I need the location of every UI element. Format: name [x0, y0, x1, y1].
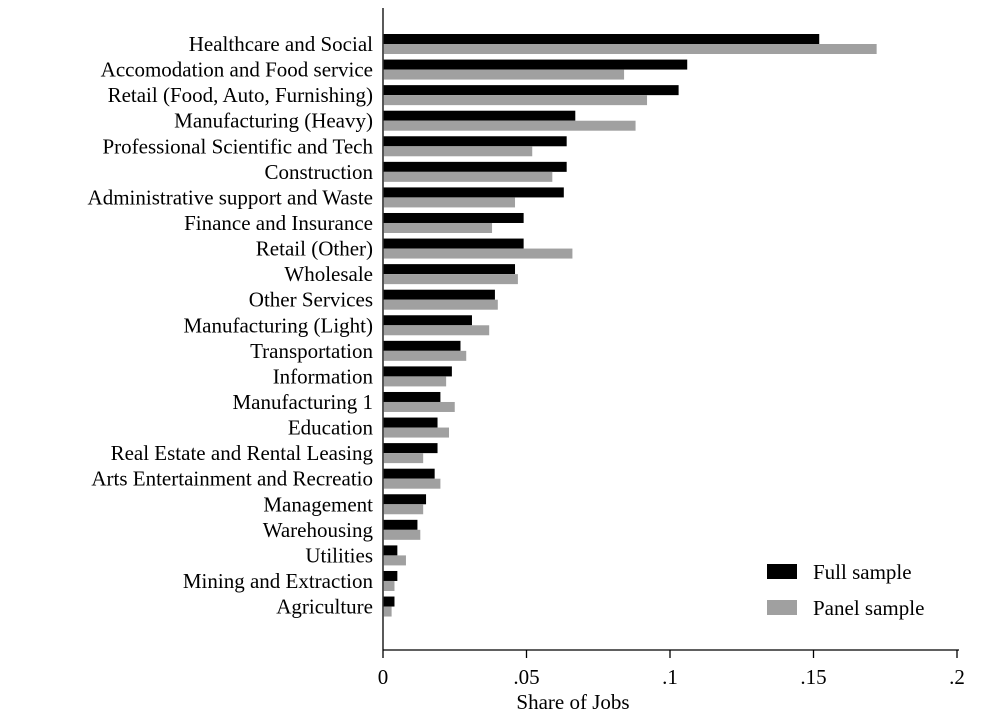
legend-label-full-sample: Full sample — [813, 560, 912, 584]
bar-panel-sample — [383, 69, 625, 80]
bar-full-sample — [383, 545, 398, 556]
bar-panel-sample — [383, 248, 573, 259]
category-label: Accomodation and Food service — [101, 58, 373, 82]
category-label: Information — [273, 364, 374, 388]
bar-full-sample — [383, 34, 820, 44]
axes — [382, 8, 959, 651]
bar-full-sample — [383, 417, 438, 428]
legend-label-panel-sample: Panel sample — [813, 596, 924, 620]
bar-panel-sample — [383, 171, 553, 182]
bar-full-sample — [383, 315, 472, 326]
category-label: Agriculture — [276, 595, 373, 619]
bar-panel-sample — [383, 197, 516, 208]
bar-panel-sample — [383, 44, 877, 54]
bar-panel-sample — [383, 504, 424, 515]
category-label: Professional Scientific and Tech — [103, 134, 374, 158]
bar-full-sample — [383, 85, 679, 96]
bar-full-sample — [383, 238, 524, 249]
category-label: Education — [288, 416, 374, 440]
legend: Full sample Panel sample — [767, 560, 924, 620]
category-label: Arts Entertainment and Recreatio — [91, 467, 373, 491]
x-axis-title: Share of Jobs — [516, 690, 629, 714]
bar-full-sample — [383, 570, 398, 581]
bar-panel-sample — [383, 274, 518, 285]
bar-panel-sample — [383, 529, 421, 540]
bar-panel-sample — [383, 325, 490, 336]
category-label: Real Estate and Rental Leasing — [111, 441, 374, 465]
category-label: Wholesale — [284, 262, 373, 286]
bar-panel-sample — [383, 95, 648, 106]
bar-full-sample — [383, 443, 438, 454]
bar-panel-sample — [383, 478, 441, 489]
bar-panel-sample — [383, 427, 450, 438]
x-tick-label: 0 — [378, 665, 389, 689]
bars — [383, 34, 877, 617]
category-label: Manufacturing (Light) — [183, 313, 373, 337]
bar-full-sample — [383, 494, 427, 505]
category-label: Administrative support and Waste — [88, 185, 373, 209]
category-label: Utilities — [305, 543, 373, 567]
bar-full-sample — [383, 110, 576, 121]
bar-panel-sample — [383, 120, 636, 131]
bar-panel-sample — [383, 580, 395, 591]
bar-panel-sample — [383, 555, 406, 566]
bar-panel-sample — [383, 350, 467, 361]
category-label: Healthcare and Social — [189, 32, 373, 56]
bar-full-sample — [383, 366, 452, 377]
bar-full-sample — [383, 596, 395, 607]
bar-panel-sample — [383, 299, 498, 310]
category-label: Other Services — [249, 288, 373, 312]
category-label: Manufacturing 1 — [232, 390, 373, 414]
bar-full-sample — [383, 59, 688, 70]
bar-full-sample — [383, 519, 418, 530]
legend-swatch-panel-sample — [767, 600, 797, 615]
bar-panel-sample — [383, 146, 533, 157]
category-label: Retail (Food, Auto, Furnishing) — [108, 83, 373, 107]
bar-full-sample — [383, 340, 461, 351]
x-tick-label: .05 — [513, 665, 539, 689]
bar-full-sample — [383, 212, 524, 223]
bar-full-sample — [383, 264, 516, 275]
bar-full-sample — [383, 289, 495, 300]
category-label: Finance and Insurance — [184, 211, 373, 235]
bar-panel-sample — [383, 401, 455, 412]
bar-panel-sample — [383, 376, 447, 387]
bar-full-sample — [383, 468, 435, 479]
x-tick-label: .1 — [662, 665, 678, 689]
category-label: Warehousing — [263, 518, 374, 542]
category-label: Retail (Other) — [256, 237, 373, 261]
category-label: Construction — [265, 160, 374, 184]
bar-full-sample — [383, 161, 567, 172]
category-label: Manufacturing (Heavy) — [174, 109, 373, 133]
bar-panel-sample — [383, 606, 392, 617]
category-label: Management — [263, 492, 373, 516]
category-label: Mining and Extraction — [183, 569, 374, 593]
x-tick-label: .15 — [800, 665, 826, 689]
x-tick-label: .2 — [949, 665, 965, 689]
legend-swatch-full-sample — [767, 564, 797, 579]
x-axis-ticks: 0 .05 .1 .15 .2 — [378, 650, 965, 689]
category-label: Transportation — [250, 339, 373, 363]
bar-full-sample — [383, 391, 441, 402]
bar-panel-sample — [383, 222, 493, 233]
bar-full-sample — [383, 136, 567, 147]
bar-panel-sample — [383, 453, 424, 464]
bar-full-sample — [383, 187, 564, 198]
